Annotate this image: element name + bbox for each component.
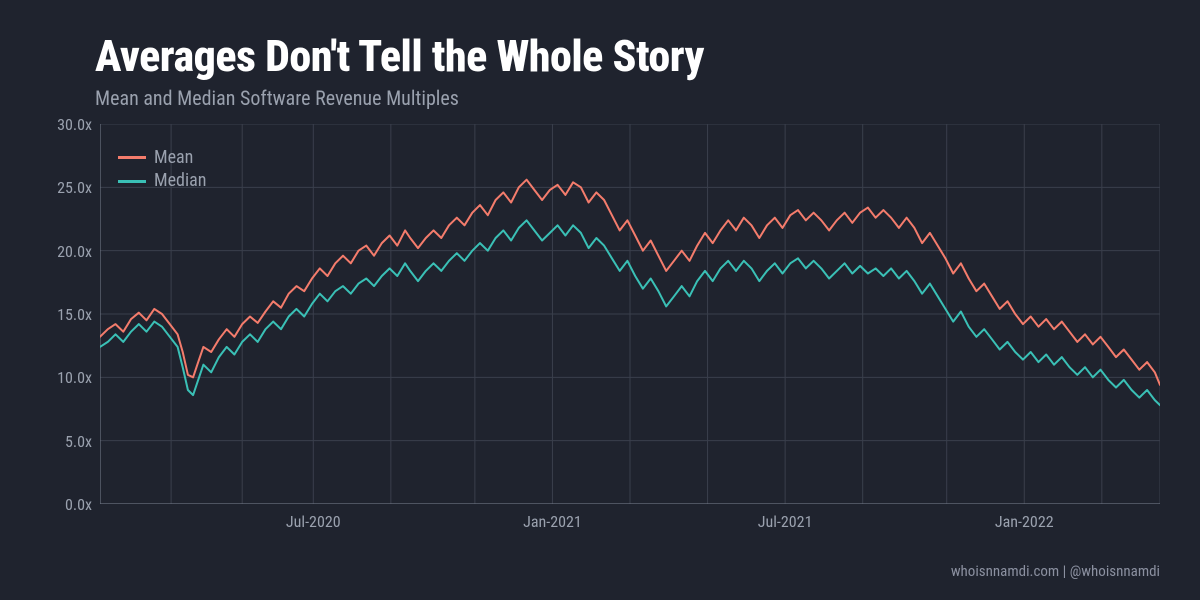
y-axis-tick-label: 0.0x (65, 495, 92, 514)
legend: MeanMedian (118, 146, 206, 193)
attribution: whoisnnamdi.com | @whoisnnamdi (951, 562, 1160, 580)
legend-swatch (118, 156, 146, 159)
chart-title: Averages Don't Tell the Whole Story (95, 30, 704, 82)
legend-item: Median (118, 169, 206, 192)
plot-area (100, 124, 1160, 504)
x-axis-tick-label: Jan-2021 (523, 512, 582, 531)
y-axis-tick-label: 10.0x (57, 368, 92, 387)
legend-label: Mean (154, 146, 193, 169)
chart-subtitle: Mean and Median Software Revenue Multipl… (95, 86, 459, 110)
x-axis-tick-label: Jan-2022 (995, 512, 1054, 531)
y-axis-tick-label: 5.0x (65, 432, 92, 451)
legend-label: Median (154, 169, 206, 192)
y-axis-tick-label: 30.0x (57, 115, 92, 134)
legend-item: Mean (118, 146, 206, 169)
y-axis-tick-label: 20.0x (57, 242, 92, 261)
x-axis-tick-label: Jul-2021 (758, 512, 813, 531)
y-axis-tick-label: 25.0x (57, 178, 92, 197)
x-axis-tick-label: Jul-2020 (286, 512, 341, 531)
chart-canvas: Averages Don't Tell the Whole Story Mean… (0, 0, 1200, 600)
y-axis-tick-label: 15.0x (57, 305, 92, 324)
legend-swatch (118, 180, 146, 183)
